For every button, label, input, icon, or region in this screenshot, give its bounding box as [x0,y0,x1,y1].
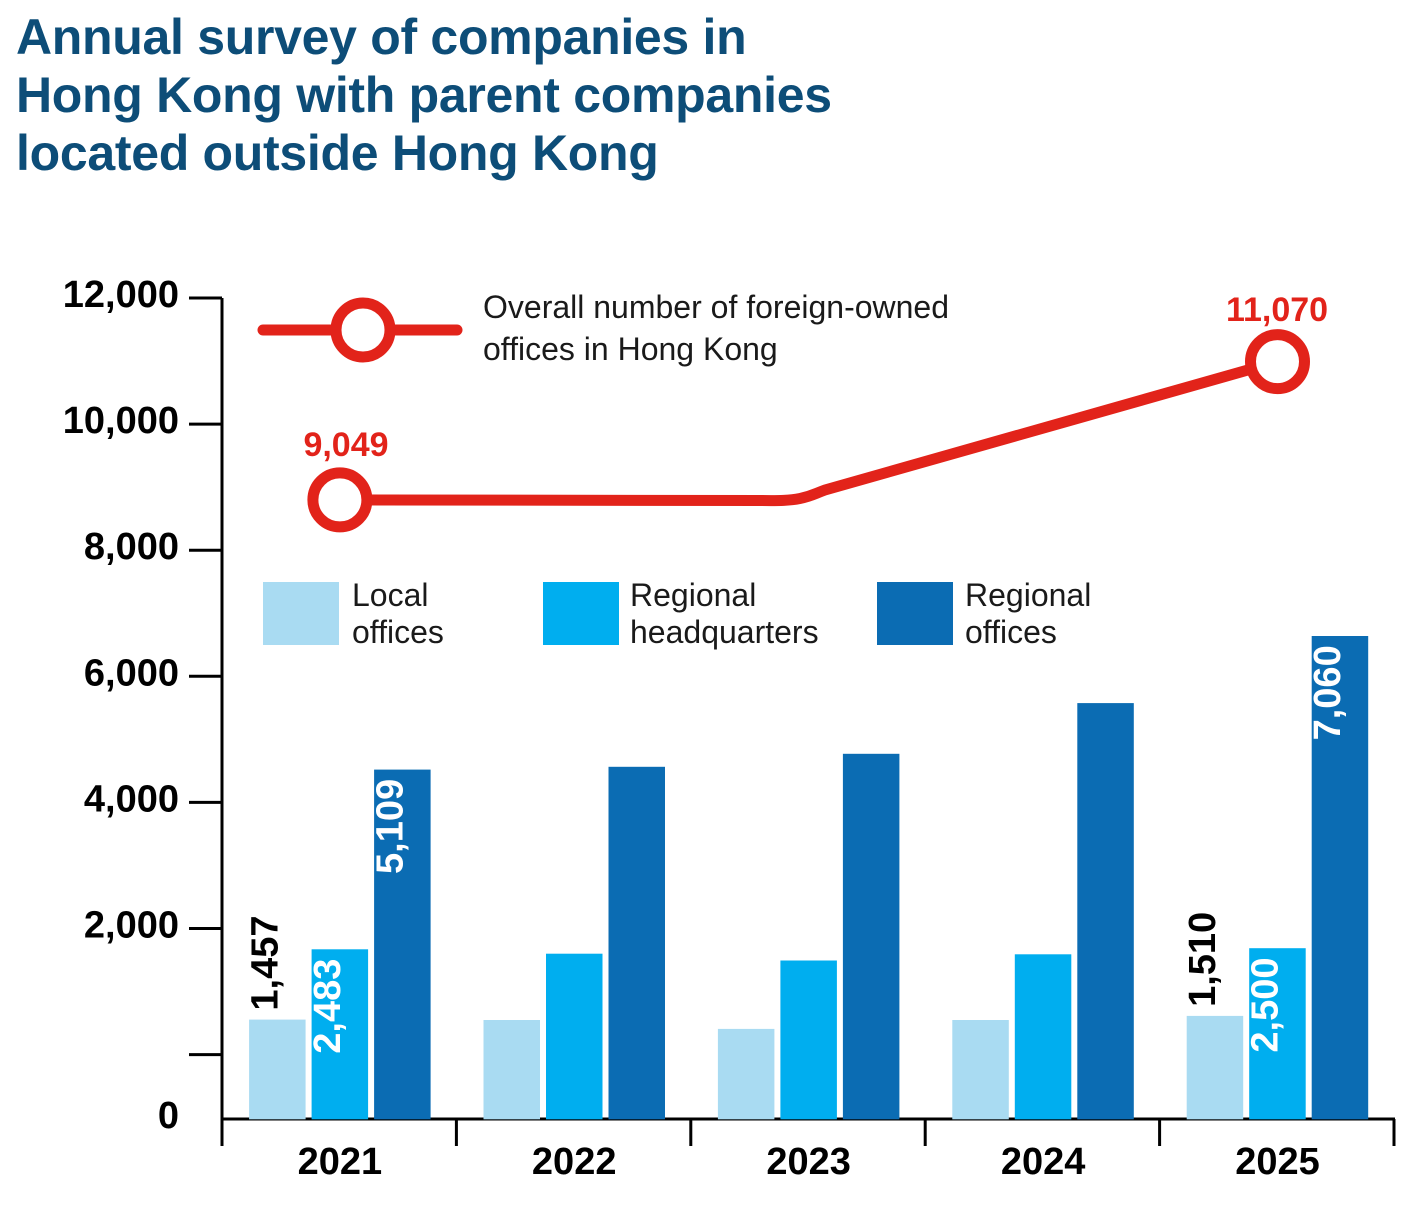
svg-text:2,000: 2,000 [84,905,179,947]
svg-text:2023: 2023 [766,1141,851,1183]
svg-text:Local: Local [352,577,429,613]
svg-text:2022: 2022 [532,1141,617,1183]
svg-text:2021: 2021 [298,1141,383,1183]
svg-text:offices in Hong Kong: offices in Hong Kong [483,331,778,367]
svg-text:headquarters: headquarters [630,614,819,650]
svg-text:8,000: 8,000 [84,526,179,568]
svg-text:Regional: Regional [965,577,1091,613]
svg-text:Regional: Regional [630,577,756,613]
svg-text:5,109: 5,109 [369,779,411,874]
svg-text:2024: 2024 [1001,1141,1086,1183]
svg-text:9,049: 9,049 [303,426,388,464]
svg-text:offices: offices [352,614,444,650]
svg-text:11,070: 11,070 [1226,291,1328,329]
svg-text:0: 0 [158,1095,179,1137]
svg-text:2,483: 2,483 [307,959,349,1054]
svg-text:1,510: 1,510 [1182,912,1224,1007]
svg-text:6,000: 6,000 [84,652,179,694]
svg-text:10,000: 10,000 [63,400,179,442]
svg-text:4,000: 4,000 [84,778,179,820]
svg-text:Overall number of foreign-owne: Overall number of foreign-owned [483,289,949,325]
svg-text:1,457: 1,457 [244,916,286,1011]
svg-text:7,060: 7,060 [1307,645,1349,740]
svg-text:2,500: 2,500 [1245,958,1287,1053]
svg-text:offices: offices [965,614,1057,650]
svg-text:12,000: 12,000 [63,274,179,316]
svg-text:2025: 2025 [1235,1141,1320,1183]
